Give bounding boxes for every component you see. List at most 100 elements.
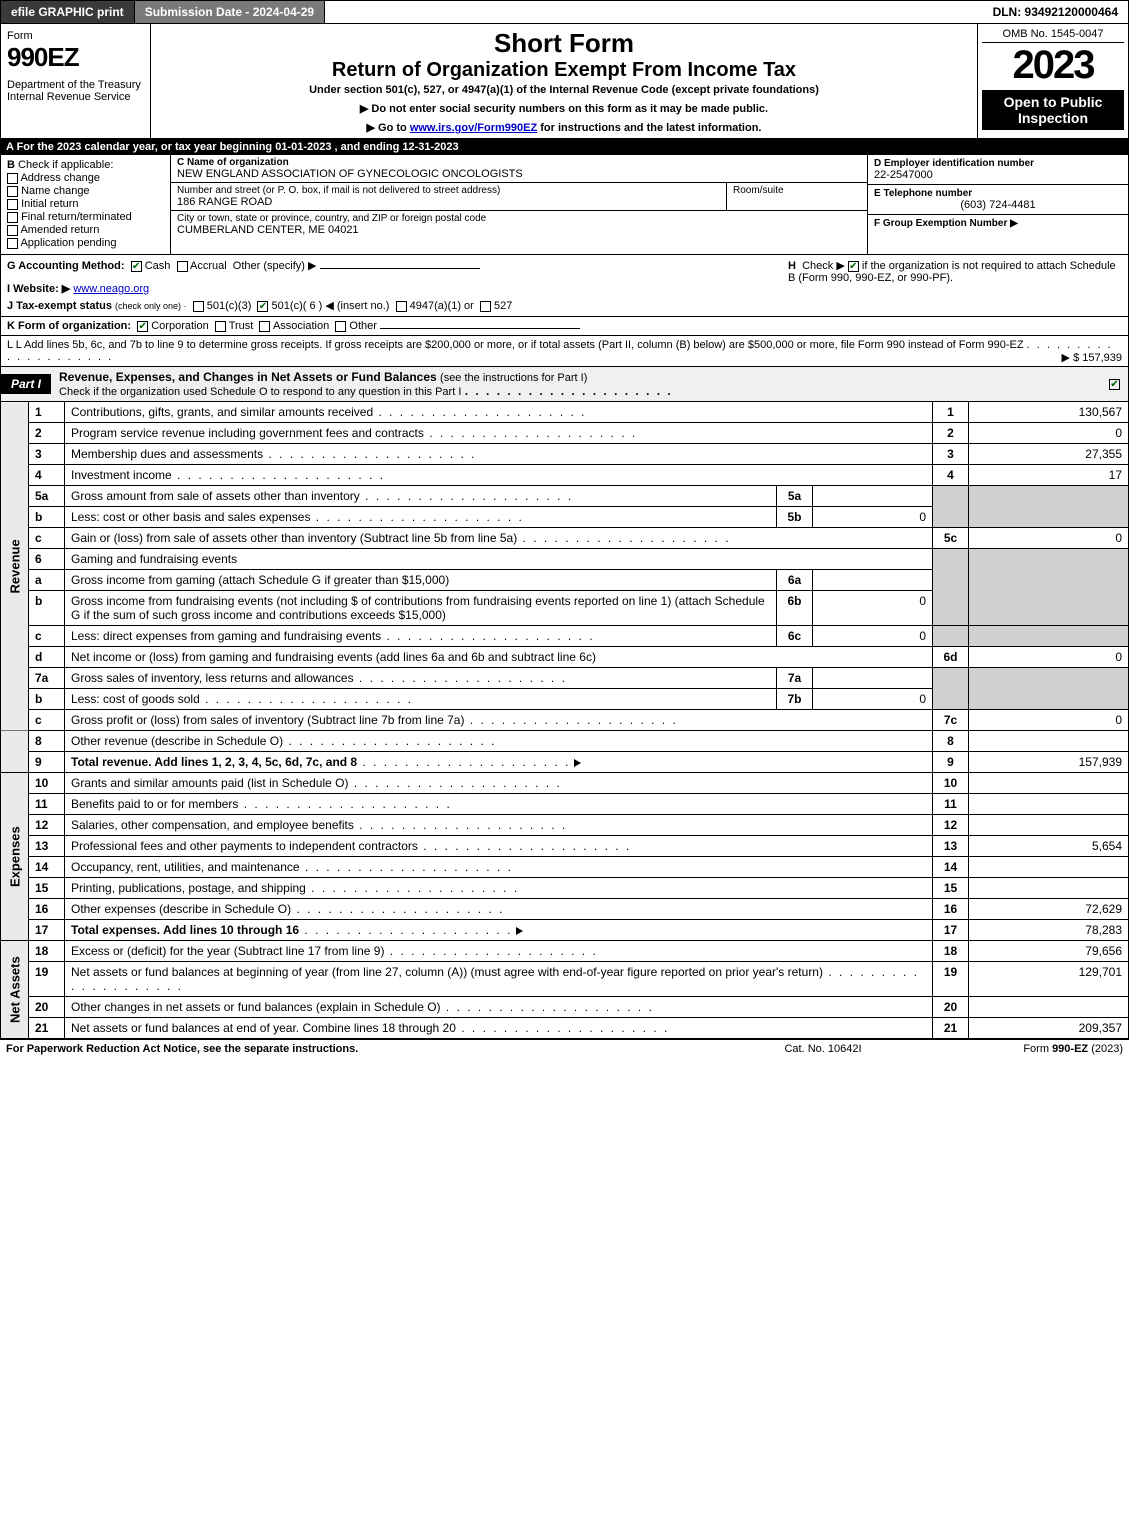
line-6a-num: a [29, 570, 65, 591]
cb-accrual[interactable] [177, 261, 188, 272]
line-19-ref: 19 [933, 962, 969, 997]
line-16-desc: Other expenses (describe in Schedule O) [65, 899, 933, 920]
line-10-ref: 10 [933, 773, 969, 794]
line-9-num: 9 [29, 752, 65, 773]
line-18-num: 18 [29, 941, 65, 962]
cb-cash[interactable] [131, 261, 142, 272]
line-14-desc: Occupancy, rent, utilities, and maintena… [65, 857, 933, 878]
footer-right-pre: Form [1023, 1043, 1052, 1055]
cb-address-change[interactable]: Address change [7, 172, 164, 184]
top-bar: efile GRAPHIC print Submission Date - 20… [0, 0, 1129, 24]
c-address-block: Number and street (or P. O. box, if mail… [171, 183, 727, 210]
line-9-desc: Total revenue. Add lines 1, 2, 3, 4, 5c,… [65, 752, 933, 773]
part-i-tag: Part I [1, 374, 51, 394]
footer-left: For Paperwork Reduction Act Notice, see … [6, 1043, 723, 1055]
cb-amended-return[interactable]: Amended return [7, 224, 164, 236]
form-header: Form 990EZ Department of the Treasury In… [0, 24, 1129, 139]
department-text: Department of the Treasury Internal Reve… [7, 79, 144, 103]
line-16-ref: 16 [933, 899, 969, 920]
topbar-spacer [325, 1, 982, 23]
l-amount: ▶ $ 157,939 [1062, 351, 1122, 364]
cb-527[interactable] [480, 301, 491, 312]
footer-right-post: (2023) [1088, 1043, 1123, 1055]
cb-corporation[interactable] [137, 321, 148, 332]
cb-initial-return[interactable]: Initial return [7, 198, 164, 210]
line-13-num: 13 [29, 836, 65, 857]
tax-year: 2023 [982, 43, 1124, 88]
line-9-ref: 9 [933, 752, 969, 773]
c-name-label: C Name of organization [177, 157, 861, 168]
cb-other-org[interactable] [335, 321, 346, 332]
line-5ab-grey-amt [969, 486, 1129, 528]
cb-501c3[interactable] [193, 301, 204, 312]
line-7c-amt: 0 [969, 710, 1129, 731]
org-address: 186 RANGE ROAD [177, 196, 720, 208]
line-6-grey [933, 549, 969, 626]
part-i-checkbox[interactable] [1109, 377, 1128, 391]
line-6b-subval: 0 [813, 591, 933, 626]
k-other-input[interactable] [380, 328, 580, 329]
form-word: Form [7, 30, 144, 42]
line-7b-subval: 0 [813, 689, 933, 710]
form990ez-link[interactable]: www.irs.gov/Form990EZ [410, 122, 537, 134]
line-5c-num: c [29, 528, 65, 549]
line-13-desc: Professional fees and other payments to … [65, 836, 933, 857]
cb-trust[interactable] [215, 321, 226, 332]
line-20-num: 20 [29, 997, 65, 1018]
line-11-ref: 11 [933, 794, 969, 815]
line-6-grey-amt [969, 549, 1129, 626]
line-20-ref: 20 [933, 997, 969, 1018]
i-label: I Website: ▶ [7, 283, 70, 295]
line-4-desc: Investment income [65, 465, 933, 486]
i-website-row: I Website: ▶ www.neago.org [7, 282, 782, 295]
cb-501c[interactable] [257, 301, 268, 312]
part-i-title-text: Revenue, Expenses, and Changes in Net As… [59, 370, 437, 384]
line-10-desc: Grants and similar amounts paid (list in… [65, 773, 933, 794]
f-group-block: F Group Exemption Number ▶ [868, 215, 1128, 232]
footer-center: Cat. No. 10642I [723, 1043, 923, 1055]
efile-print-button[interactable]: efile GRAPHIC print [1, 1, 135, 23]
c-city-block: City or town, state or province, country… [171, 210, 867, 238]
g-other-input[interactable] [320, 268, 480, 269]
line-17-num: 17 [29, 920, 65, 941]
line-6-num: 6 [29, 549, 65, 570]
line-12-num: 12 [29, 815, 65, 836]
website-link[interactable]: www.neago.org [73, 283, 149, 295]
line-7b-desc: Less: cost of goods sold [65, 689, 777, 710]
line-11-amt [969, 794, 1129, 815]
side-label-expenses: Expenses [1, 773, 29, 941]
line-20-desc: Other changes in net assets or fund bala… [65, 997, 933, 1018]
line-6d-amt: 0 [969, 647, 1129, 668]
cb-association[interactable] [259, 321, 270, 332]
line-17-amt: 78,283 [969, 920, 1129, 941]
j-opt2: 4947(a)(1) or [410, 300, 474, 312]
line-8-amt [969, 731, 1129, 752]
d-ein-block: D Employer identification number 22-2547… [868, 155, 1128, 185]
line-5b-desc: Less: cost or other basis and sales expe… [65, 507, 777, 528]
cb-initial-return-label: Initial return [21, 198, 78, 210]
k-opt0: Corporation [151, 320, 208, 332]
line-15-ref: 15 [933, 878, 969, 899]
dots-icon [465, 384, 673, 398]
k-opt2: Association [273, 320, 329, 332]
line-3-num: 3 [29, 444, 65, 465]
line-7b-num: b [29, 689, 65, 710]
city-label: City or town, state or province, country… [177, 213, 861, 224]
k-opt3: Other [349, 320, 377, 332]
footer-right-bold: 990-EZ [1052, 1043, 1088, 1055]
line-7c-num: c [29, 710, 65, 731]
line-5b-num: b [29, 507, 65, 528]
cb-schedule-b[interactable] [848, 261, 859, 272]
row-l: L L Add lines 5b, 6c, and 7b to line 9 t… [0, 336, 1129, 367]
cb-final-return[interactable]: Final return/terminated [7, 211, 164, 223]
cb-name-change[interactable]: Name change [7, 185, 164, 197]
cb-application-pending[interactable]: Application pending [7, 237, 164, 249]
side-label-revenue: Revenue [1, 402, 29, 731]
line-5b-subval: 0 [813, 507, 933, 528]
cb-4947[interactable] [396, 301, 407, 312]
line-5ab-grey [933, 486, 969, 528]
e-phone-block: E Telephone number (603) 724-4481 [868, 185, 1128, 215]
line-6d-ref: 6d [933, 647, 969, 668]
note-link: ▶ Go to www.irs.gov/Form990EZ for instru… [161, 121, 967, 134]
line-14-num: 14 [29, 857, 65, 878]
